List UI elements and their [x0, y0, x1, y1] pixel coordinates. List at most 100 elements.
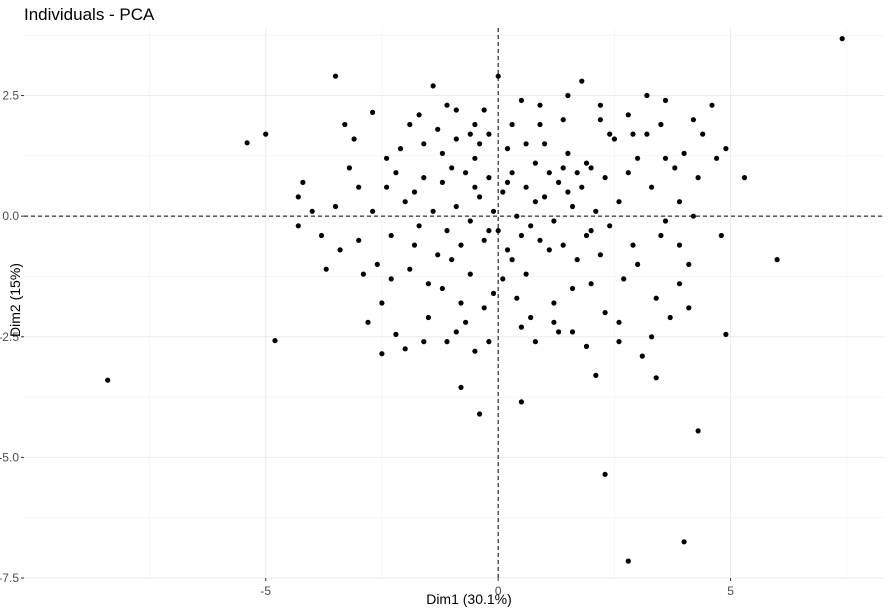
- data-point: [667, 314, 673, 321]
- y-axis-ticks: -7.5 -5.0 -2.5 0.0 2.5: [0, 89, 24, 585]
- data-point: [481, 305, 487, 311]
- data-point: [402, 346, 408, 352]
- data-point: [477, 141, 483, 147]
- data-point: [695, 428, 701, 434]
- data-point: [658, 232, 664, 239]
- data-point: [653, 295, 659, 301]
- data-point: [346, 165, 352, 171]
- data-point: [472, 184, 478, 190]
- data-point: [537, 237, 543, 243]
- data-point: [486, 175, 492, 181]
- data-point: [532, 339, 539, 345]
- data-point: [309, 208, 315, 214]
- data-point: [681, 539, 687, 545]
- data-point: [723, 146, 729, 152]
- data-point: [486, 339, 492, 345]
- data-point: [644, 92, 650, 99]
- data-point: [416, 112, 422, 118]
- data-point: [518, 97, 525, 103]
- data-point: [676, 242, 683, 248]
- data-point: [662, 218, 669, 224]
- x-tick-label: 5: [727, 584, 734, 598]
- data-point: [556, 329, 562, 335]
- data-point: [504, 247, 511, 253]
- data-point: [425, 314, 431, 321]
- y-tick-label: -2.5: [0, 330, 19, 344]
- data-point: [532, 199, 539, 205]
- data-point: [463, 170, 469, 176]
- data-point: [490, 290, 497, 296]
- data-point: [602, 310, 608, 316]
- data-point: [514, 295, 520, 301]
- data-point: [388, 232, 394, 239]
- data-point: [509, 170, 515, 176]
- data-point: [509, 121, 515, 128]
- data-point: [514, 213, 520, 219]
- x-tick-label: 0: [495, 584, 502, 598]
- data-point: [504, 146, 511, 152]
- data-point: [295, 223, 301, 229]
- data-point: [551, 319, 557, 325]
- data-point: [402, 199, 408, 205]
- data-point: [411, 242, 418, 248]
- data-point: [435, 126, 441, 132]
- data-point: [323, 266, 329, 272]
- y-tick-label: -5.0: [0, 450, 19, 464]
- data-point: [588, 165, 594, 171]
- data-point: [467, 218, 473, 224]
- data-point: [709, 102, 715, 108]
- data-point: [439, 285, 445, 292]
- data-point: [416, 223, 422, 229]
- data-point: [407, 266, 413, 272]
- data-point: [681, 150, 687, 156]
- data-point: [518, 232, 525, 239]
- data-point: [374, 261, 380, 267]
- data-point: [560, 117, 566, 123]
- data-point: [263, 131, 269, 137]
- data-point: [602, 471, 608, 477]
- data-point: [551, 300, 557, 306]
- data-point: [569, 203, 576, 210]
- data-point: [477, 194, 483, 200]
- data-point: [616, 339, 622, 345]
- data-point: [579, 78, 585, 84]
- data-point: [625, 170, 631, 176]
- data-point: [597, 117, 604, 123]
- data-point: [490, 208, 497, 214]
- data-point: [472, 155, 478, 161]
- data-point: [397, 146, 404, 152]
- data-point: [393, 170, 399, 176]
- data-point: [635, 261, 641, 267]
- data-point: [616, 199, 622, 205]
- data-point: [453, 107, 459, 113]
- data-point: [528, 314, 534, 321]
- data-point: [444, 228, 450, 234]
- data-point: [332, 73, 339, 79]
- data-point: [458, 242, 464, 248]
- data-point: [588, 228, 594, 234]
- data-point: [583, 232, 590, 239]
- data-point: [630, 242, 636, 248]
- data-point: [379, 351, 385, 357]
- data-point: [481, 107, 487, 113]
- data-point: [523, 141, 529, 147]
- y-tick-label: 2.5: [2, 89, 19, 103]
- data-point: [630, 131, 636, 137]
- data-point: [565, 189, 571, 195]
- data-point: [500, 189, 506, 195]
- data-point: [690, 213, 697, 219]
- data-point: [695, 175, 701, 181]
- data-point: [407, 121, 413, 128]
- data-point: [393, 331, 399, 337]
- data-point: [370, 208, 376, 214]
- data-point: [370, 109, 376, 115]
- data-point: [444, 339, 450, 345]
- data-point: [597, 252, 604, 258]
- data-point: [593, 208, 599, 214]
- x-axis-title: Dim1 (30.1%): [426, 591, 512, 607]
- data-point: [458, 300, 464, 306]
- data-point: [839, 36, 845, 42]
- data-point: [532, 160, 539, 166]
- data-point: [504, 179, 511, 185]
